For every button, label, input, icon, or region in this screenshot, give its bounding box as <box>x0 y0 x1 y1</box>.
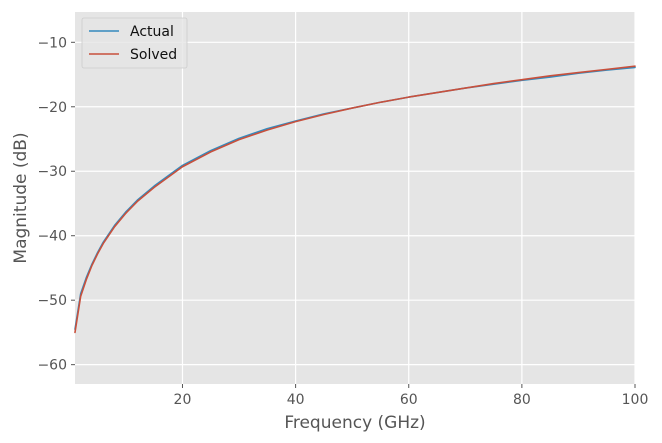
y-tick-label: −50 <box>37 293 67 309</box>
x-tick-label: 60 <box>400 392 418 408</box>
series-line-solved <box>74 65 636 334</box>
y-tick-label: −40 <box>37 229 67 245</box>
y-tick-label: −30 <box>37 164 67 180</box>
legend-label-actual: Actual <box>130 24 174 40</box>
plot-area <box>75 12 635 384</box>
x-axis-label: Frequency (GHz) <box>284 413 425 433</box>
legend-label-solved: Solved <box>130 47 177 63</box>
y-axis-ticks: −60 −50 −40 −30 −20 −10 <box>37 35 75 374</box>
x-tick-label: 100 <box>622 392 649 408</box>
legend: Actual Solved <box>81 17 188 69</box>
x-tick-label: 80 <box>513 392 531 408</box>
y-axis-label: Magnitude (dB) <box>11 132 31 263</box>
x-tick-label: 20 <box>174 392 192 408</box>
y-tick-label: −10 <box>37 35 67 51</box>
x-tick-label: 40 <box>287 392 305 408</box>
x-axis-ticks: 20 40 60 80 100 <box>174 384 649 408</box>
y-tick-label: −20 <box>37 100 67 116</box>
series-lines <box>74 65 636 334</box>
y-tick-label: −60 <box>37 358 67 374</box>
